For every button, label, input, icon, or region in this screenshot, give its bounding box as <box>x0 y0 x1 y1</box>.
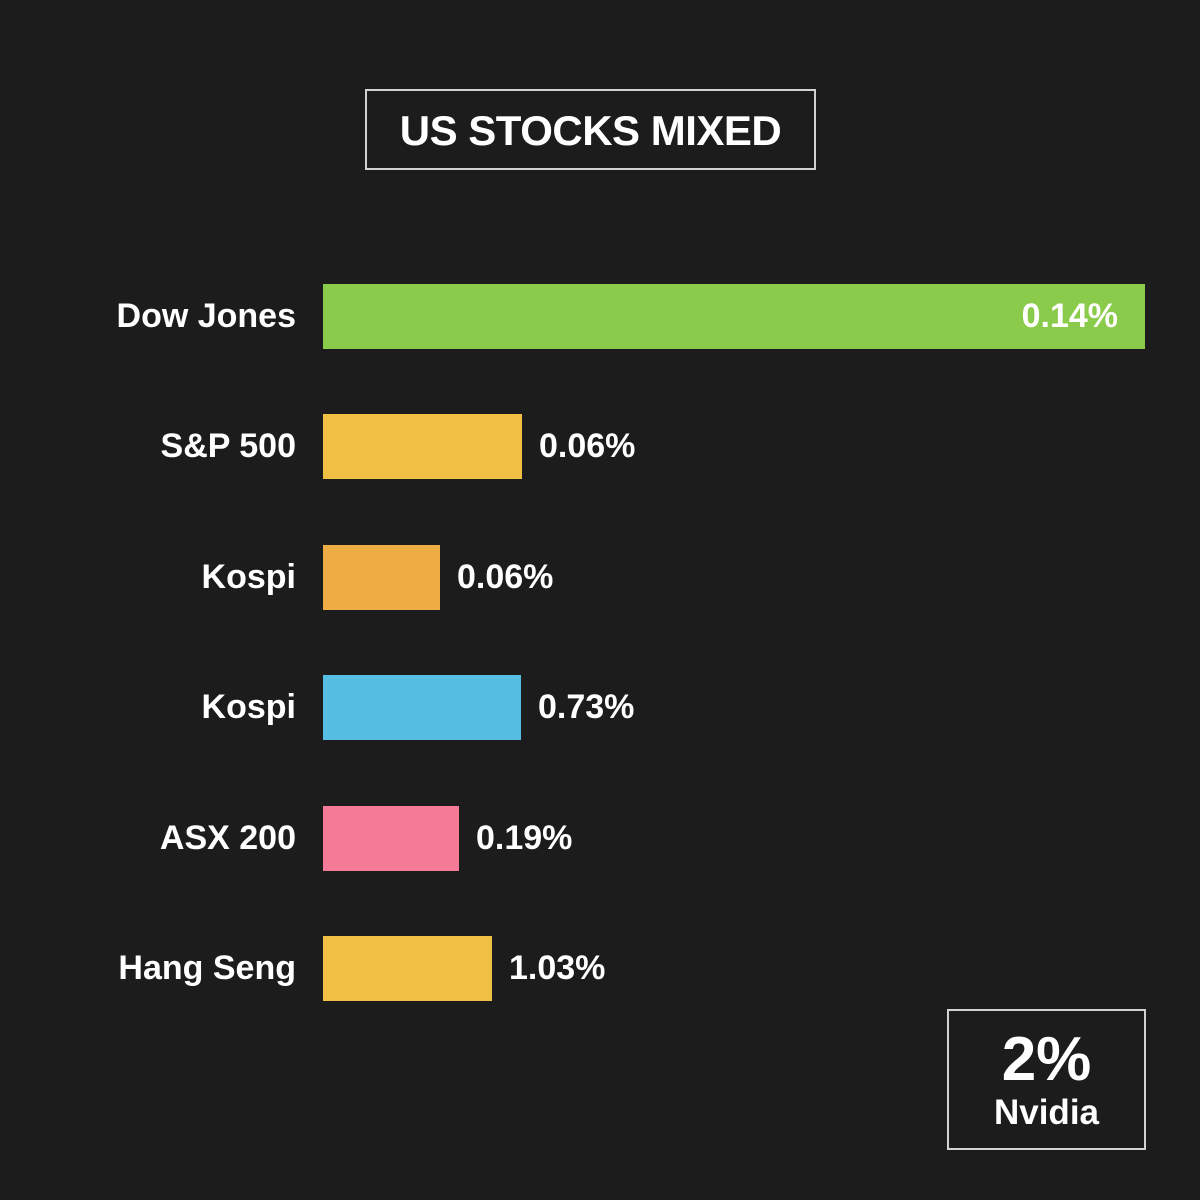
category-label: Hang Seng <box>118 949 296 987</box>
bar-kospi <box>323 675 521 740</box>
category-label: ASX 200 <box>159 819 296 857</box>
bar-row-hang-seng: Hang Seng 1.03% <box>0 936 1200 1001</box>
category-label: S&P 500 <box>160 427 296 465</box>
bar-kospi <box>323 545 440 610</box>
title-box: US STOCKS MIXED <box>365 89 816 170</box>
bar-row-dow-jones: Dow Jones 0.14% <box>0 284 1200 349</box>
category-label: Kospi <box>201 688 296 726</box>
bar-s-p-500 <box>323 414 522 479</box>
value-label: 0.06% <box>457 558 554 596</box>
value-label: 0.14% <box>1021 297 1118 335</box>
category-label: Dow Jones <box>116 297 296 335</box>
bar-row-asx-200: ASX 200 0.19% <box>0 806 1200 871</box>
bar-dow-jones <box>323 284 1145 349</box>
bar-row-kospi: Kospi 0.73% <box>0 675 1200 740</box>
callout-label: Nvidia <box>993 1093 1100 1132</box>
chart-title: US STOCKS MIXED <box>399 107 782 154</box>
bar-asx-200 <box>323 806 459 871</box>
callout-value: 2% <box>1001 1025 1092 1094</box>
value-label: 1.03% <box>509 949 606 987</box>
value-label: 0.73% <box>538 688 635 726</box>
callout-box: 2% Nvidia <box>947 1009 1146 1150</box>
bar-row-kospi: Kospi 0.06% <box>0 545 1200 610</box>
value-label: 0.06% <box>539 427 636 465</box>
value-label: 0.19% <box>476 819 573 857</box>
bar-hang-seng <box>323 936 492 1001</box>
category-label: Kospi <box>201 558 296 596</box>
bar-row-s-p-500: S&P 500 0.06% <box>0 414 1200 479</box>
